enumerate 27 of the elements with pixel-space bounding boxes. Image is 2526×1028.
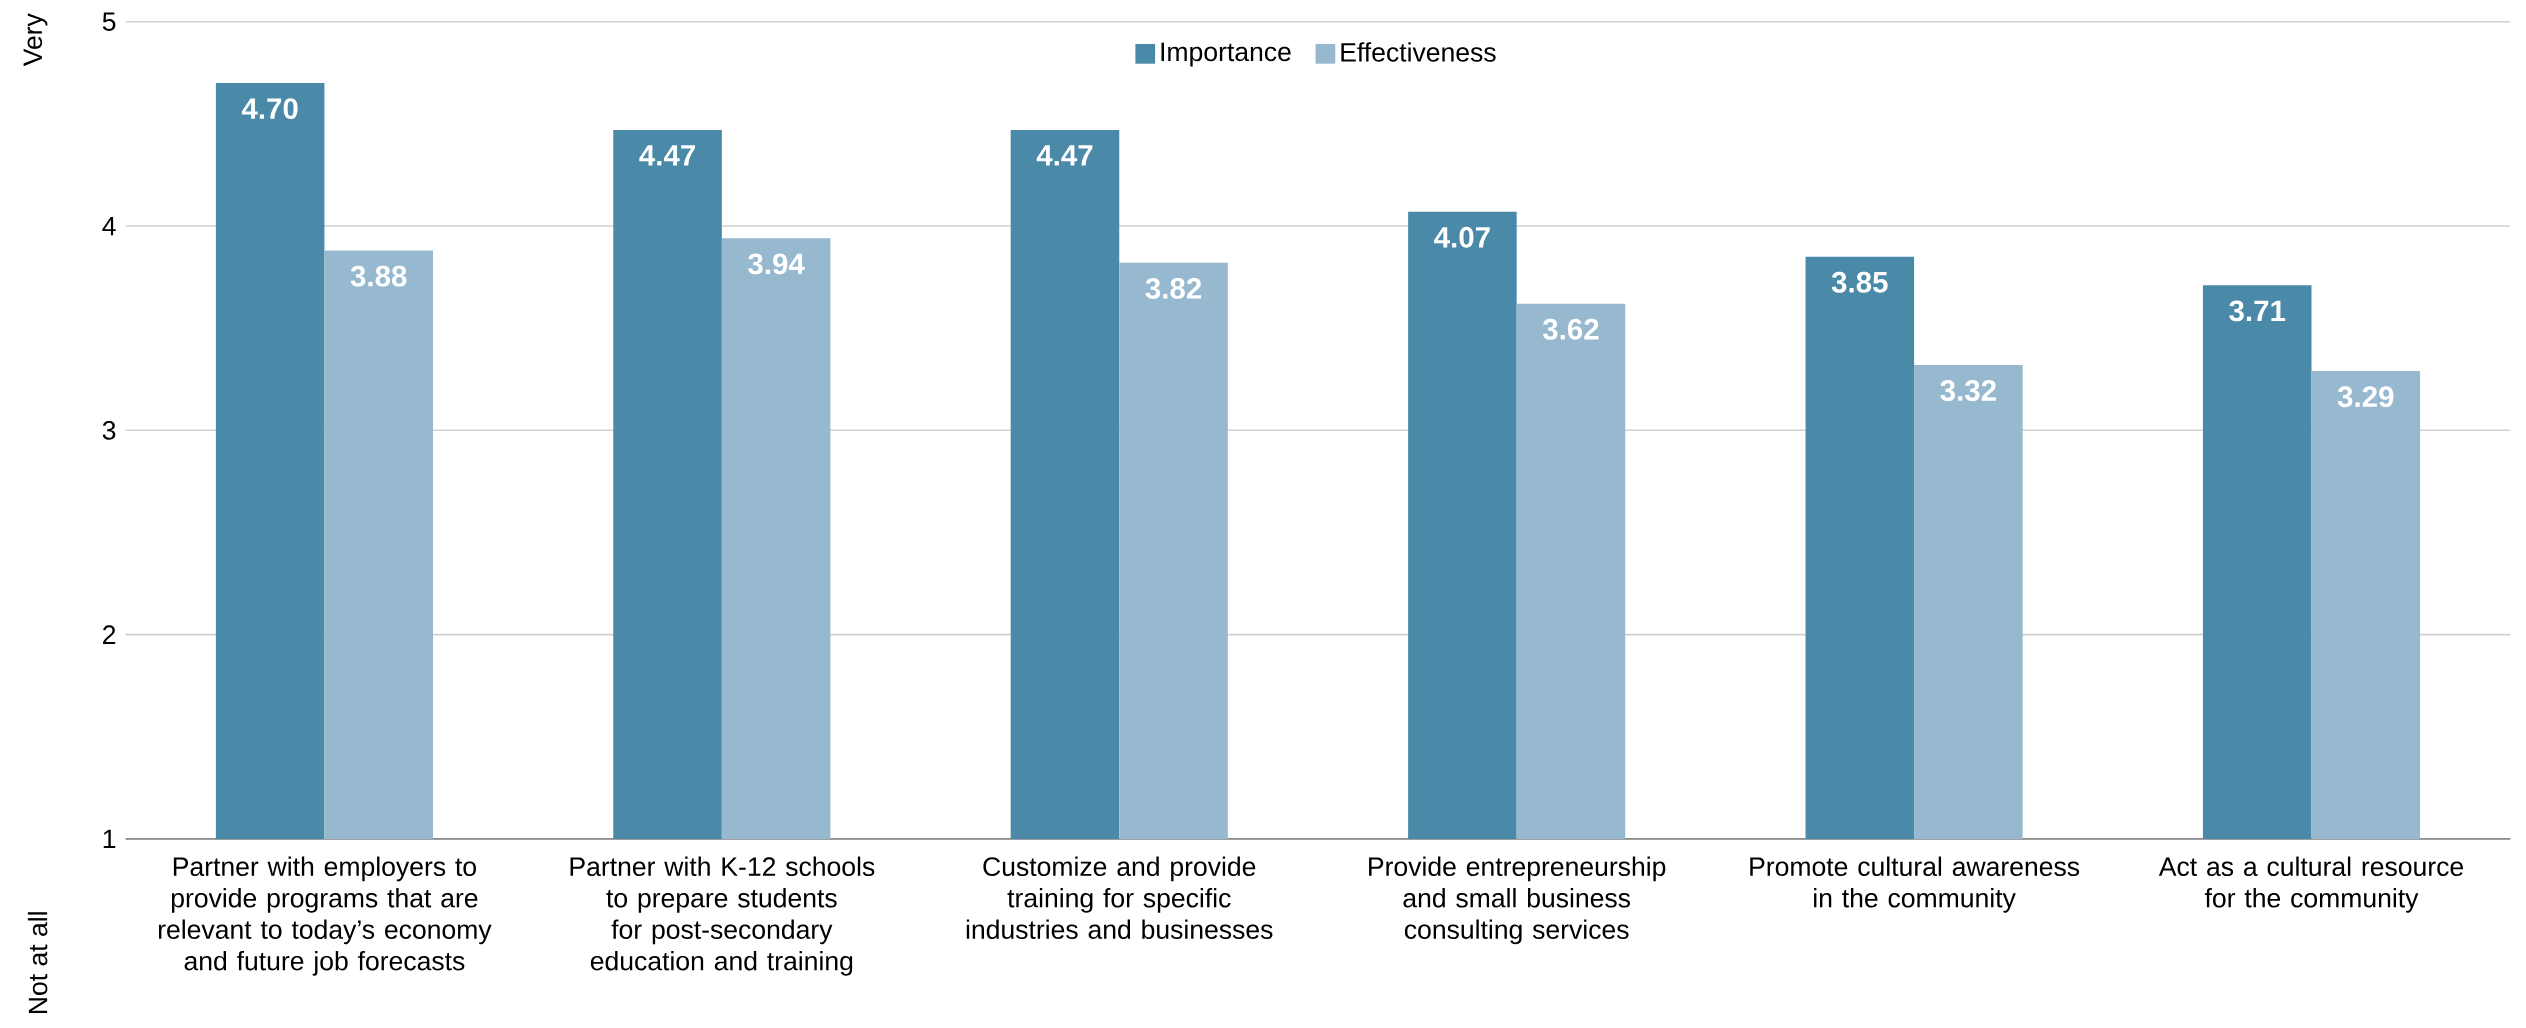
data-label: 3.85 <box>1831 271 1888 293</box>
text: Not at all <box>27 912 48 1013</box>
x-tick-label: Customize and provide training for specific industries and businesses <box>966 856 1273 939</box>
y-tick-label: 3 <box>102 420 116 440</box>
y-tick-label: 1 <box>103 829 116 848</box>
data-label: 3.88 <box>350 265 407 287</box>
y-tick-label: 5 <box>102 12 116 31</box>
text: Very <box>23 13 48 66</box>
x-tick-label: Provide entrepreneurship and small business consulting services <box>1369 856 1666 945</box>
data-label: 3.82 <box>1145 277 1202 299</box>
data-label: 4.07 <box>1434 226 1490 248</box>
y-tick-label: 4 <box>102 216 116 235</box>
x-tick-label: Partner with K-12 schools to prepare students for post-secondary education and training <box>570 856 875 976</box>
data-label: 4.47 <box>1036 144 1093 166</box>
x-tick-label: Act as a cultural resource for the community <box>2158 856 2464 913</box>
data-label: 3.71 <box>2229 300 2286 322</box>
legend-label: Importance <box>1161 42 1291 67</box>
x-tick-label: Promote cultural awareness in the community <box>1750 856 2080 913</box>
data-label: 3.94 <box>748 253 805 275</box>
data-label: 3.32 <box>1940 379 1996 401</box>
legend-label: Effectiveness <box>1341 42 1496 62</box>
data-label: 4.70 <box>241 97 298 119</box>
data-label: 4.47 <box>639 144 695 166</box>
x-tick-label: Partner with employers to provide programs that are relevant to today’s economy and future job forecasts <box>158 856 492 976</box>
y-tick-label: 2 <box>103 625 116 644</box>
data-label: 3.62 <box>1542 318 1599 340</box>
data-label: 3.29 <box>2337 386 2394 407</box>
